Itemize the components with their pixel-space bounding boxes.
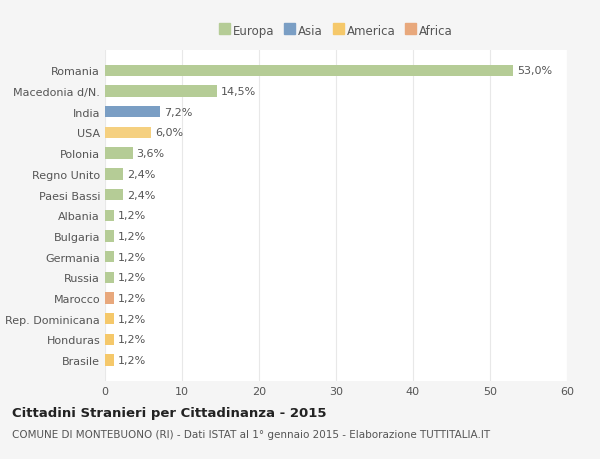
Bar (105, 66, 513, 77)
Text: 14,5%: 14,5% (221, 87, 256, 97)
Bar (105, 169, 124, 180)
Bar (105, 313, 114, 325)
Bar (105, 107, 160, 118)
Text: 1,2%: 1,2% (118, 293, 146, 303)
Bar (105, 272, 114, 283)
Text: Cittadini Stranieri per Cittadinanza - 2015: Cittadini Stranieri per Cittadinanza - 2… (12, 406, 326, 419)
Text: 2,4%: 2,4% (127, 190, 156, 200)
Bar (105, 210, 114, 221)
Text: 53,0%: 53,0% (517, 66, 552, 76)
Bar (105, 148, 133, 159)
Bar (105, 190, 124, 201)
Text: 1,2%: 1,2% (118, 355, 146, 365)
Text: 1,2%: 1,2% (118, 211, 146, 221)
Text: 1,2%: 1,2% (118, 252, 146, 262)
Bar (105, 231, 114, 242)
Bar (105, 355, 114, 366)
Text: 1,2%: 1,2% (118, 314, 146, 324)
Bar (105, 334, 114, 345)
Bar (105, 128, 151, 139)
Bar (105, 293, 114, 304)
Text: 1,2%: 1,2% (118, 335, 146, 345)
Text: 6,0%: 6,0% (155, 128, 183, 138)
Bar (105, 86, 217, 97)
Text: 7,2%: 7,2% (164, 107, 193, 118)
Legend: Europa, Asia, America, Africa: Europa, Asia, America, Africa (219, 25, 453, 38)
Text: 1,2%: 1,2% (118, 273, 146, 283)
Bar (105, 252, 114, 263)
Text: COMUNE DI MONTEBUONO (RI) - Dati ISTAT al 1° gennaio 2015 - Elaborazione TUTTITA: COMUNE DI MONTEBUONO (RI) - Dati ISTAT a… (12, 429, 490, 439)
Text: 3,6%: 3,6% (137, 149, 164, 159)
Text: 1,2%: 1,2% (118, 231, 146, 241)
Text: 2,4%: 2,4% (127, 169, 156, 179)
